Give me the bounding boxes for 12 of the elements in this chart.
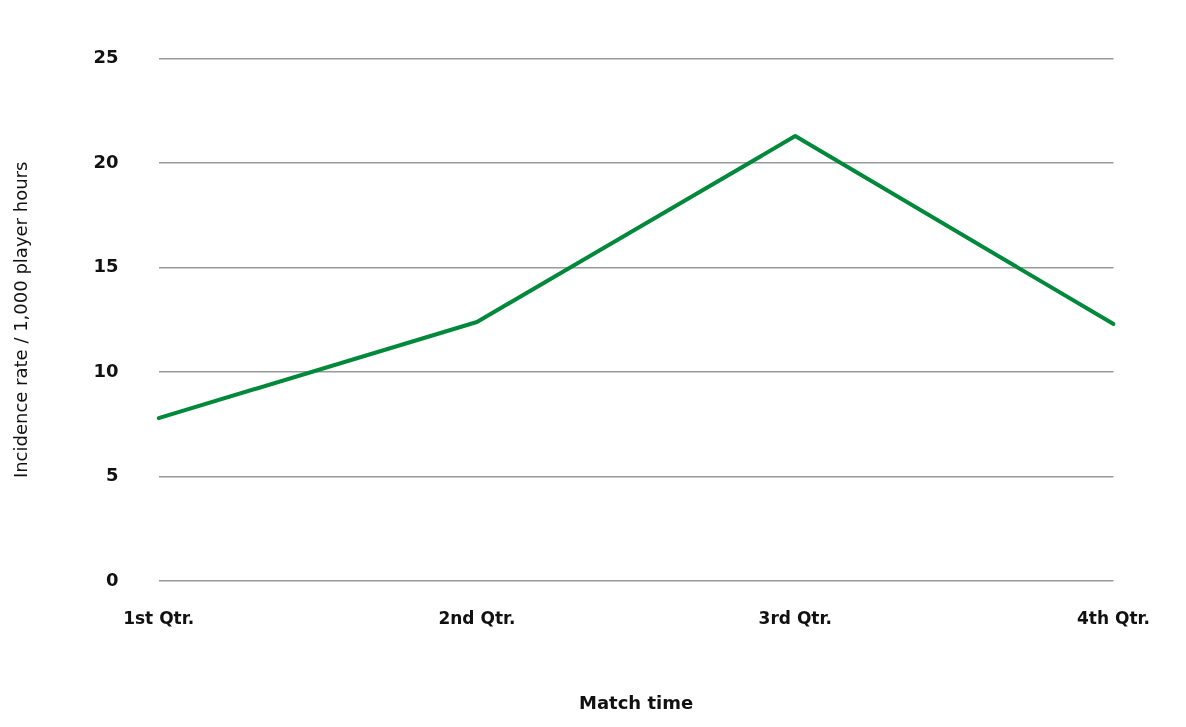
y-tick-label: 5	[106, 464, 119, 486]
x-tick-label: 1st Qtr.	[123, 607, 195, 628]
x-tick-label: 2nd Qtr.	[438, 607, 516, 628]
x-tick-label: 4th Qtr.	[1077, 607, 1151, 628]
y-axis-title: Incidence rate / 1,000 player hours	[10, 161, 32, 479]
y-tick-label: 20	[93, 150, 119, 172]
y-tick-label: 25	[93, 46, 119, 68]
x-tick-label: 3rd Qtr.	[758, 607, 832, 628]
y-tick-label: 0	[106, 568, 119, 590]
y-tick-label: 10	[93, 359, 119, 381]
x-axis-title: Match time	[579, 691, 694, 713]
y-tick-label: 15	[93, 255, 119, 277]
